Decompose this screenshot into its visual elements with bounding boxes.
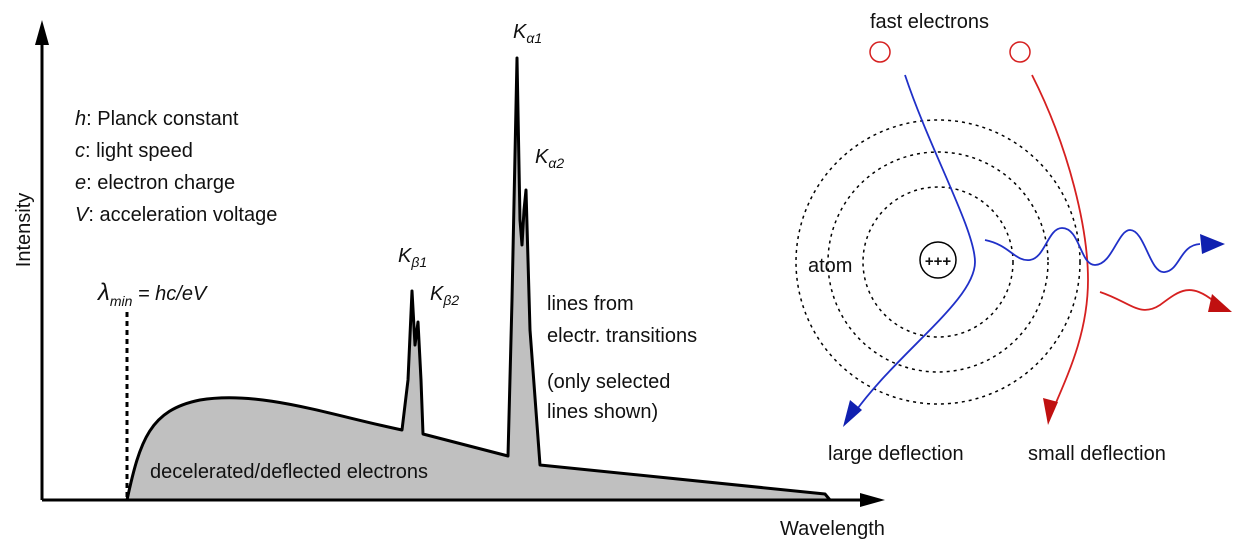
y-label: Intensity <box>13 193 35 267</box>
legend-item: c: light speed <box>75 140 193 162</box>
arrowhead <box>1208 294 1232 312</box>
peak-label: Kβ2 <box>430 283 459 308</box>
arrowhead <box>1043 398 1058 425</box>
nucleus <box>919 241 957 279</box>
photon-path <box>984 227 1201 273</box>
formula: λmin = hc/eV <box>96 279 208 309</box>
arrowhead <box>1200 234 1225 254</box>
x-arrow <box>860 493 885 507</box>
note: lines from <box>547 293 634 315</box>
electron-path <box>1031 74 1089 406</box>
legend-item: e: electron charge <box>75 172 235 194</box>
atom-label: atom <box>808 255 852 277</box>
deflection-label: large deflection <box>828 443 964 465</box>
electron-path <box>854 74 976 413</box>
note: lines shown) <box>547 401 658 423</box>
photon-path <box>1099 289 1216 311</box>
spectrum <box>125 56 832 502</box>
legend-item: h: Planck constant <box>75 108 239 130</box>
x-label: Wavelength <box>780 518 885 540</box>
arrowhead <box>843 400 862 427</box>
legend-item: V: acceleration voltage <box>75 204 277 226</box>
note: electr. transitions <box>547 325 697 347</box>
nucleus-charges: +++ <box>925 253 952 270</box>
shells <box>795 119 1081 405</box>
peak-label: Kα1 <box>513 21 542 46</box>
electron <box>869 41 891 63</box>
y-arrow <box>35 20 49 45</box>
deflection-label: small deflection <box>1028 443 1166 465</box>
note: (only selected <box>547 371 670 393</box>
electron <box>1009 41 1031 63</box>
atom-title: fast electrons <box>870 11 989 33</box>
peak-label: Kα2 <box>535 146 564 171</box>
peak-label: Kβ1 <box>398 245 427 270</box>
continuum-label: decelerated/deflected electrons <box>150 461 428 483</box>
